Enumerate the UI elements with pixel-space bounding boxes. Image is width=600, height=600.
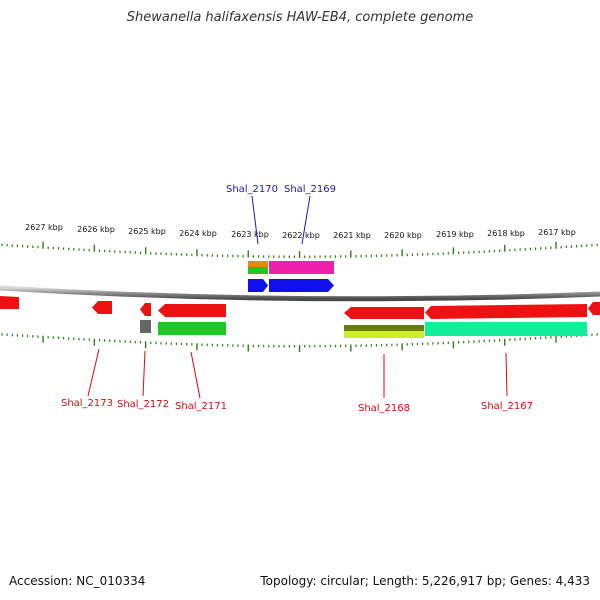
feature-bar-orange[interactable] [248,261,268,267]
feature-bar-green-2171[interactable] [158,322,226,335]
callout-line [505,352,508,397]
gene-arrow-shal-2168[interactable] [344,307,424,319]
gene-arrow-right-edge[interactable] [588,302,600,315]
bottom-tick-row [1,333,598,352]
kbp-label: 2617 kbp [538,228,576,237]
feature-bar-yellow[interactable] [344,331,424,338]
gene-arrow-shal-2169[interactable] [269,279,334,292]
gene-arrow-shal-2170[interactable] [248,279,268,292]
gene-label-shal-2173[interactable]: Shal_2173 [61,398,113,409]
gene-label-shal-2167[interactable]: Shal_2167 [481,401,533,412]
feature-bar-teal[interactable] [425,322,587,336]
kbp-label: 2627 kbp [25,223,63,232]
genome-title: Shewanella halifaxensis HAW-EB4, complet… [126,10,474,25]
kbp-label: 2619 kbp [436,230,474,239]
callout-line [301,195,311,245]
kbp-label: 2622 kbp [282,231,320,240]
top-callouts: Shal_2170 Shal_2169 [226,184,336,245]
gene-arrow-shal-2167[interactable] [425,304,587,319]
forward-strand-features [248,261,334,292]
kbp-label: 2618 kbp [487,229,525,238]
gene-arrow-shal-2173[interactable] [92,301,112,314]
kbp-label: 2626 kbp [77,225,115,234]
callout-line [87,348,100,397]
feature-bar-olive[interactable] [344,325,424,331]
bottom-callouts: Shal_2173 Shal_2172 Shal_2171 Shal_2168 … [61,348,533,414]
feature-bar-pink[interactable] [269,261,334,274]
callout-line [251,195,259,245]
genome-summary-text: Topology: circular; Length: 5,226,917 bp… [260,574,590,588]
kbp-label: 2625 kbp [128,227,166,236]
gene-label-shal-2169[interactable]: Shal_2169 [284,184,336,195]
gene-arrow-left-edge[interactable] [0,296,19,309]
gene-label-shal-2171[interactable]: Shal_2171 [175,401,227,412]
feature-bar-green[interactable] [248,267,268,274]
kbp-label: 2623 kbp [231,230,269,239]
gene-arrow-shal-2172[interactable] [140,303,151,316]
kbp-scale: 2627 kbp 2626 kbp 2625 kbp 2624 kbp 2623… [25,223,576,240]
kbp-label: 2624 kbp [179,229,217,238]
reverse-strand-features [0,296,600,338]
feature-bar-gray[interactable] [140,320,151,333]
kbp-label: 2621 kbp [333,231,371,240]
top-tick-row [1,241,598,258]
accession-text: Accession: NC_010334 [9,574,146,588]
genome-backbone [0,285,600,302]
gene-label-shal-2170[interactable]: Shal_2170 [226,184,278,195]
gene-label-shal-2172[interactable]: Shal_2172 [117,399,169,410]
gene-arrow-shal-2171[interactable] [158,304,226,317]
callout-line [190,351,201,399]
callout-line [142,350,146,397]
kbp-label: 2620 kbp [384,231,422,240]
gene-label-shal-2168[interactable]: Shal_2168 [358,403,410,414]
